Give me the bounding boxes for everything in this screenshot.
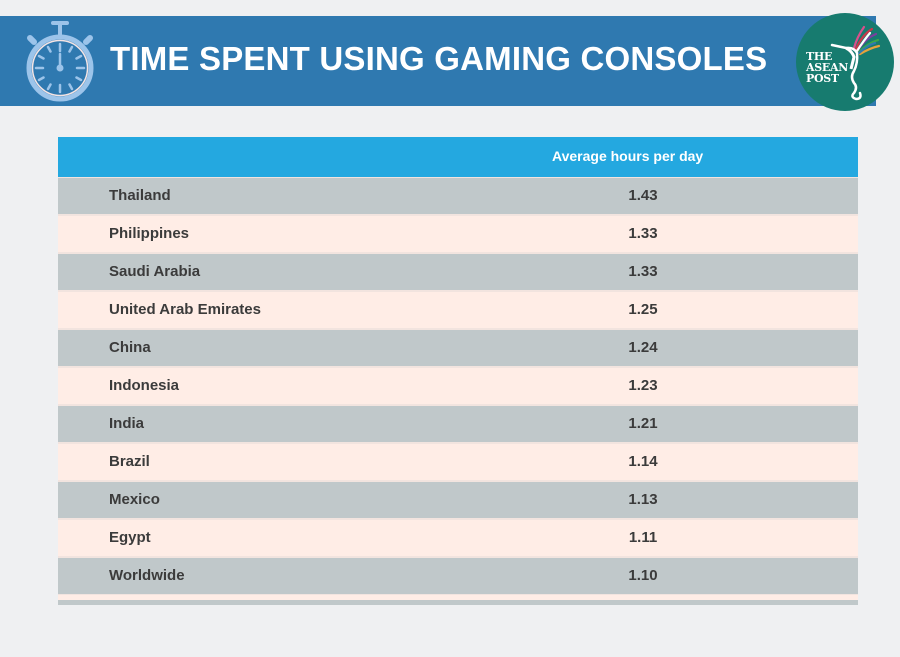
hours-value: 1.43 xyxy=(628,187,658,204)
country-name: Philippines xyxy=(109,225,190,242)
table-row: Worldwide 1.10 xyxy=(58,557,858,595)
table-row: China 1.24 xyxy=(58,329,858,367)
country-name: Brazil xyxy=(109,453,150,470)
table-header: Average hours per day xyxy=(58,137,858,177)
hours-value: 1.33 xyxy=(628,225,658,242)
hours-value: 1.33 xyxy=(628,263,658,280)
hours-value: 1.24 xyxy=(628,339,658,356)
hours-value: 1.10 xyxy=(628,567,658,584)
country-name: India xyxy=(109,415,145,432)
country-name: Indonesia xyxy=(109,377,180,394)
stopwatch-icon xyxy=(26,21,94,102)
table-row: Mexico 1.13 xyxy=(58,481,858,519)
logo-line-the: THE xyxy=(806,50,833,63)
country-name: Saudi Arabia xyxy=(109,263,201,280)
country-name: Worldwide xyxy=(109,567,185,584)
table-footer-strip xyxy=(58,600,858,605)
table-row: Brazil 1.14 xyxy=(58,443,858,481)
table-row: Philippines 1.33 xyxy=(58,215,858,253)
country-name: China xyxy=(109,339,151,356)
logo-line-asean: ASEAN xyxy=(806,61,848,74)
logo-text: THE ASEAN POST xyxy=(806,51,848,84)
table-body: Thailand 1.43 Philippines 1.33 Saudi Arabia 1… xyxy=(58,177,858,595)
hours-value: 1.11 xyxy=(628,529,658,546)
hours-value: 1.21 xyxy=(628,415,658,432)
hours-value: 1.25 xyxy=(628,301,658,318)
hours-value: 1.14 xyxy=(628,453,658,470)
table-row: India 1.21 xyxy=(58,405,858,443)
hummingbird-icon xyxy=(830,25,881,101)
the-asean-post-logo: THE ASEAN POST xyxy=(796,13,894,111)
page-title: TIME SPENT USING GAMING CONSOLES xyxy=(110,40,768,77)
country-name: Mexico xyxy=(109,491,160,508)
country-name: Egypt xyxy=(109,529,151,546)
table-row: United Arab Emirates 1.25 xyxy=(58,291,858,329)
data-table: Average hours per day Thailand 1.43 Philip… xyxy=(58,137,858,605)
logo-line-post: POST xyxy=(806,72,839,85)
title-banner xyxy=(0,16,876,106)
country-name: Thailand xyxy=(109,187,171,204)
hours-value: 1.23 xyxy=(628,377,658,394)
table-row: Thailand 1.43 xyxy=(58,177,858,215)
country-name: United Arab Emirates xyxy=(109,301,261,318)
table-row: Egypt 1.11 xyxy=(58,519,858,557)
table-row: Saudi Arabia 1.33 xyxy=(58,253,858,291)
table-footer-strip xyxy=(58,595,858,600)
hours-value: 1.13 xyxy=(628,491,658,508)
table-row: Indonesia 1.23 xyxy=(58,367,858,405)
column-header-average-hours: Average hours per day xyxy=(552,148,704,164)
